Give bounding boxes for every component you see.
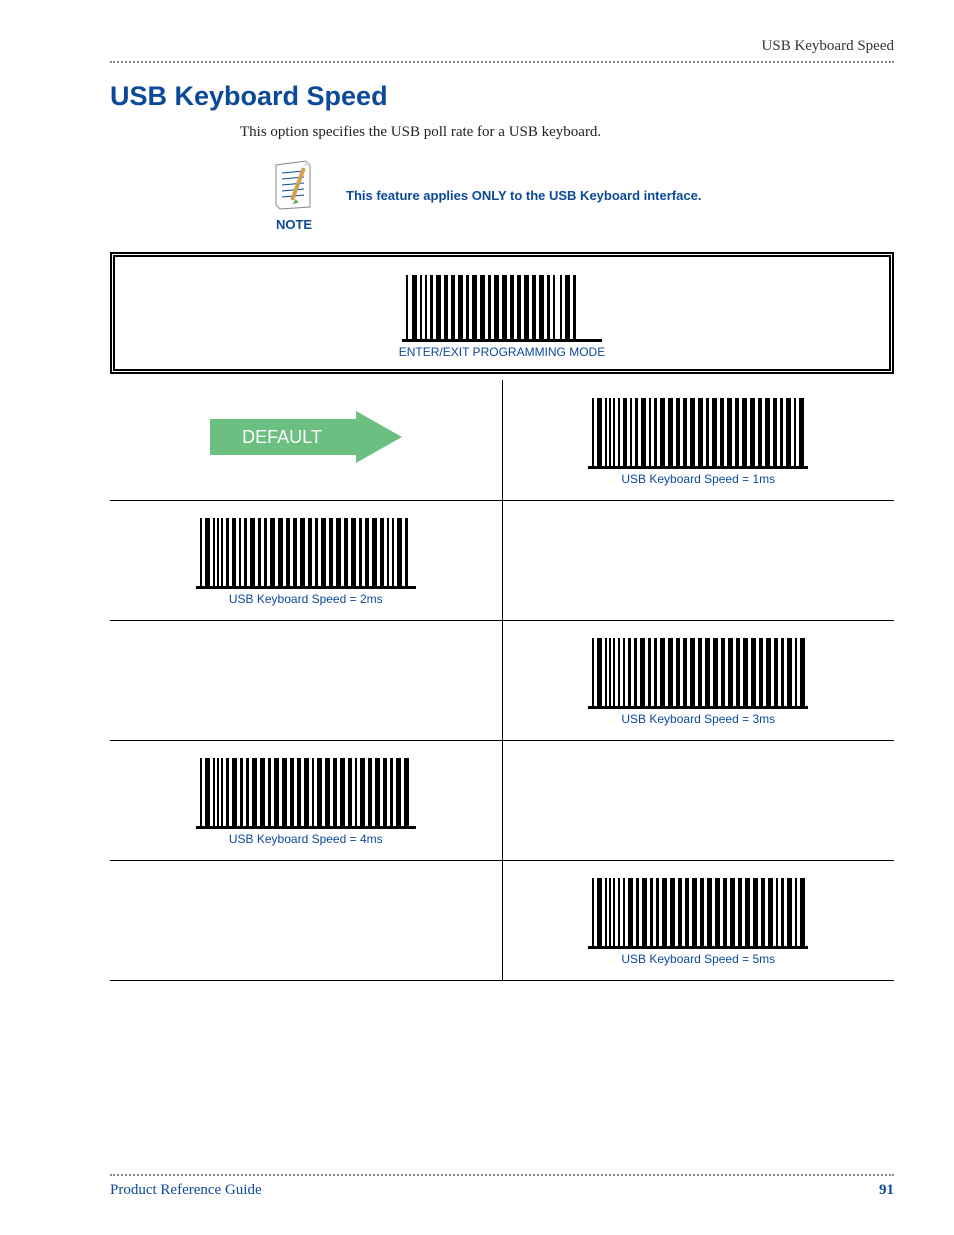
programming-mode-barcode xyxy=(402,271,602,349)
programming-mode-caption: ENTER/EXIT PROGRAMMING MODE xyxy=(125,345,879,359)
page-title: USB Keyboard Speed xyxy=(110,81,894,112)
header-divider xyxy=(110,61,894,63)
barcode-5ms-caption: USB Keyboard Speed = 5ms xyxy=(509,952,889,966)
footer-guide: Product Reference Guide xyxy=(110,1182,262,1199)
cell-1ms: USB Keyboard Speed = 1ms xyxy=(502,380,894,500)
note-label: NOTE xyxy=(276,217,312,232)
header-section: USB Keyboard Speed xyxy=(110,38,894,55)
options-grid: DEFAULT USB Keyboard Speed = 1ms USB Key… xyxy=(110,380,894,981)
programming-mode-frame: ENTER/EXIT PROGRAMMING MODE xyxy=(110,252,894,374)
page-footer: Product Reference Guide 91 xyxy=(110,1174,894,1199)
barcode-4ms xyxy=(196,754,416,836)
barcode-2ms xyxy=(196,514,416,596)
cell-empty-4 xyxy=(110,860,502,980)
cell-default: DEFAULT xyxy=(110,380,502,500)
note-text: This feature applies ONLY to the USB Key… xyxy=(346,188,701,203)
cell-empty-3 xyxy=(502,740,894,860)
barcode-4ms-caption: USB Keyboard Speed = 4ms xyxy=(116,832,496,846)
notepad-icon xyxy=(270,159,318,211)
cell-3ms: USB Keyboard Speed = 3ms xyxy=(502,620,894,740)
intro-text: This option specifies the USB poll rate … xyxy=(240,124,894,141)
barcode-3ms-caption: USB Keyboard Speed = 3ms xyxy=(509,712,889,726)
cell-5ms: USB Keyboard Speed = 5ms xyxy=(502,860,894,980)
cell-2ms: USB Keyboard Speed = 2ms xyxy=(110,500,502,620)
cell-4ms: USB Keyboard Speed = 4ms xyxy=(110,740,502,860)
barcode-2ms-caption: USB Keyboard Speed = 2ms xyxy=(116,592,496,606)
note-block: NOTE This feature applies ONLY to the US… xyxy=(270,159,894,232)
footer-divider xyxy=(110,1174,894,1176)
default-arrow-label: DEFAULT xyxy=(242,427,322,447)
barcode-1ms xyxy=(588,394,808,476)
default-arrow-icon: DEFAULT xyxy=(206,409,406,465)
barcode-5ms xyxy=(588,874,808,956)
barcode-1ms-caption: USB Keyboard Speed = 1ms xyxy=(509,472,889,486)
footer-page-number: 91 xyxy=(879,1182,894,1199)
cell-empty-2 xyxy=(110,620,502,740)
barcode-3ms xyxy=(588,634,808,716)
cell-empty-1 xyxy=(502,500,894,620)
